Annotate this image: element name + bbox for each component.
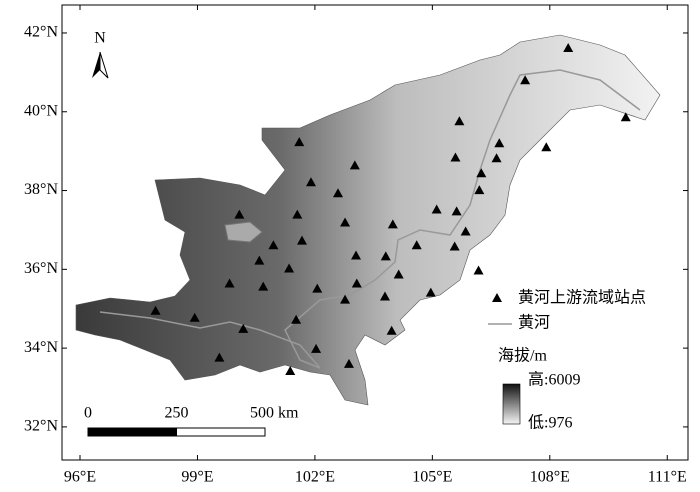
- x-tick-label: 96°E: [64, 469, 96, 486]
- y-tick-label: 36°N: [24, 260, 58, 277]
- scale-label: 0: [84, 405, 92, 422]
- station: [450, 152, 461, 162]
- north-label: N: [94, 30, 106, 47]
- scale-segment: [176, 427, 266, 437]
- elevation-min: 低:976: [528, 414, 572, 432]
- elevation-max: 高:6009: [528, 371, 580, 389]
- station: [473, 265, 484, 275]
- station: [393, 269, 404, 279]
- station: [454, 116, 465, 126]
- x-tick-label: 111°E: [648, 469, 687, 486]
- legend-station-symbol: [492, 293, 502, 302]
- station: [379, 291, 390, 301]
- station: [305, 177, 316, 187]
- station: [474, 185, 485, 195]
- scale-label: 250: [165, 405, 189, 422]
- station: [563, 42, 574, 52]
- legend-river: 黄河: [518, 314, 550, 332]
- station: [386, 325, 397, 335]
- station: [351, 250, 362, 260]
- scale-label: 500 km: [250, 405, 299, 422]
- station: [380, 251, 391, 261]
- legend-station: 黄河上游流域站点: [518, 289, 646, 307]
- station: [451, 206, 462, 216]
- station: [311, 343, 322, 353]
- station: [291, 314, 302, 324]
- station: [411, 240, 422, 250]
- station: [292, 209, 303, 219]
- station: [284, 263, 295, 273]
- station: [620, 112, 631, 122]
- station: [296, 235, 307, 245]
- station: [449, 241, 460, 251]
- legend: 黄河上游流域站点 黄河 海拔/m 高:6009 低:976: [488, 289, 646, 432]
- station: [343, 358, 354, 368]
- station: [189, 312, 200, 322]
- station: [520, 75, 531, 85]
- elevation-title: 海拔/m: [498, 347, 547, 365]
- scale-segment: [87, 427, 177, 437]
- station: [333, 188, 344, 198]
- station: [431, 204, 442, 214]
- station: [150, 305, 161, 315]
- station: [238, 323, 249, 333]
- station: [254, 255, 265, 265]
- station: [351, 278, 362, 288]
- y-tick-label: 42°N: [24, 24, 58, 41]
- x-tick-label: 99°E: [181, 469, 213, 486]
- station: [425, 287, 436, 297]
- station: [312, 283, 323, 293]
- y-tick-label: 34°N: [24, 339, 58, 356]
- station: [340, 217, 351, 227]
- station: [224, 278, 235, 288]
- station: [494, 138, 505, 148]
- station: [460, 226, 471, 236]
- y-tick-label: 38°N: [24, 181, 58, 198]
- x-tick-label: 105°E: [412, 469, 452, 486]
- river: [99, 69, 641, 369]
- station: [294, 137, 305, 147]
- station: [268, 240, 279, 250]
- x-tick-label: 108°E: [530, 469, 570, 486]
- elevation-ramp: [502, 383, 521, 425]
- station: [387, 219, 398, 229]
- station: [349, 160, 360, 170]
- lake: [224, 221, 263, 243]
- station: [258, 281, 269, 291]
- station: [491, 153, 502, 163]
- north-arrow: N: [92, 30, 109, 79]
- station: [541, 142, 552, 152]
- x-tick-label: 102°E: [295, 469, 335, 486]
- station: [234, 209, 245, 219]
- station: [476, 168, 487, 178]
- station: [340, 294, 351, 304]
- station: [214, 352, 225, 362]
- basin: [75, 34, 661, 406]
- y-tick-label: 40°N: [24, 102, 58, 119]
- station: [285, 365, 296, 375]
- y-tick-label: 32°N: [24, 418, 58, 435]
